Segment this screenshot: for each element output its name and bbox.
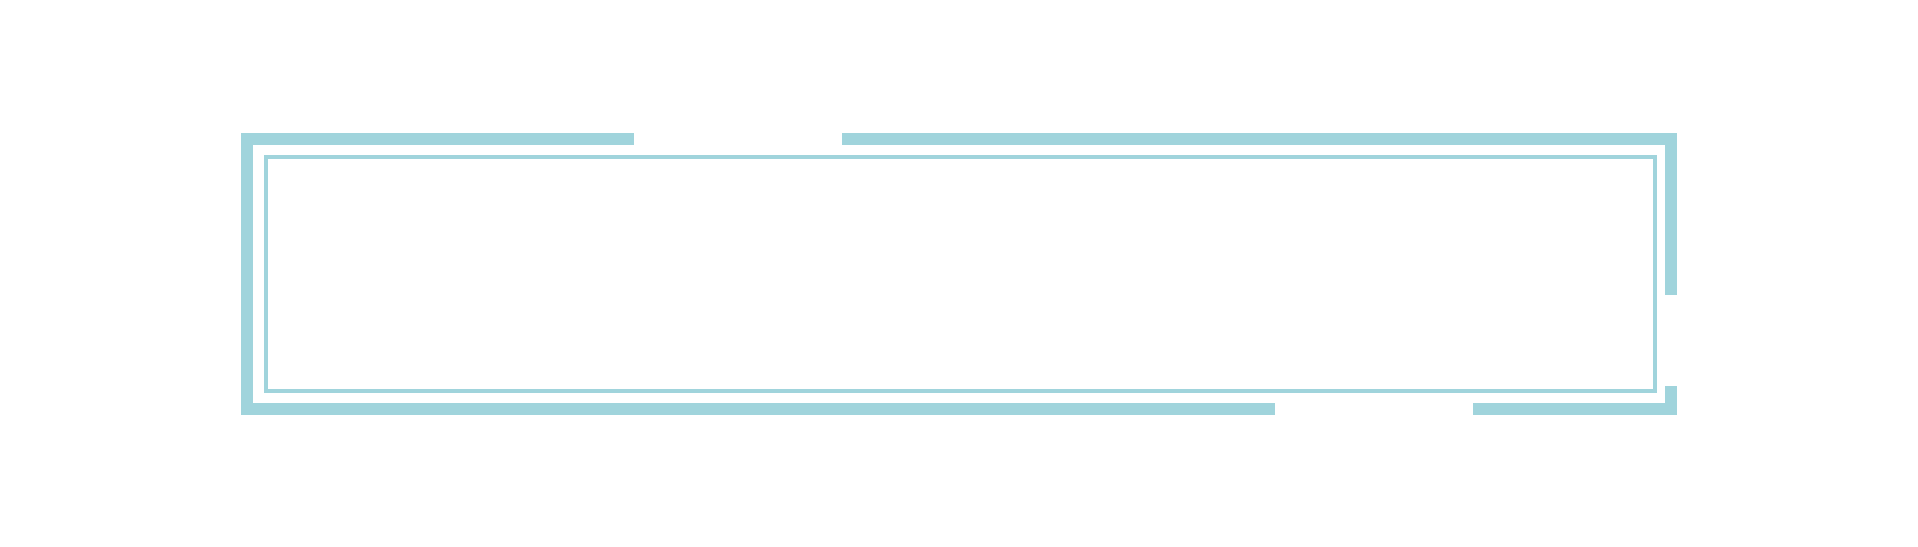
outer-border-top-right: [842, 133, 1677, 145]
outer-border-left: [241, 133, 253, 415]
outer-border-top-left: [241, 133, 634, 145]
outer-border-bottom-right: [1473, 403, 1677, 415]
outer-border-bottom-left: [241, 403, 1275, 415]
outer-border-right-upper: [1665, 133, 1677, 295]
inner-border-box: [264, 155, 1657, 393]
